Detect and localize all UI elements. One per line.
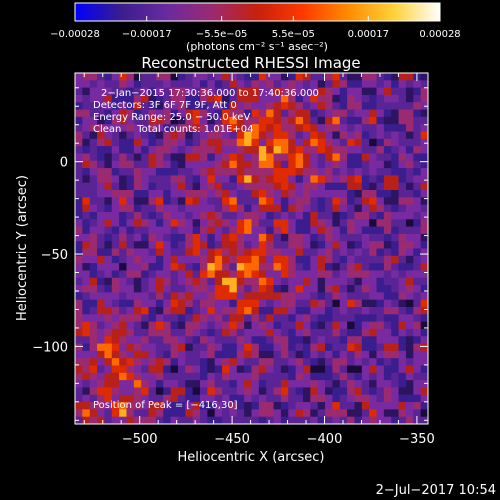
colorbar-ticks: −0.00028 −0.00017 −5.5e−05 5.5e−05 0.00017 0.… <box>50 16 461 40</box>
colorbar-tick-label: −0.00017 <box>122 29 172 40</box>
axis-ticks <box>75 73 428 424</box>
y-axis-label: Heliocentric Y (arcsec) <box>15 175 30 321</box>
axis-tick-labels: −500 −450 −400 −350 0 −50 −100 <box>32 156 434 447</box>
plot-frame <box>74 72 429 425</box>
x-tick-label: −450 <box>214 432 250 447</box>
annotation-energy: Energy Range: 25.0 − 50.0 keV <box>93 112 250 123</box>
peak-position-annotation: Position of Peak = [−416,30] <box>93 400 238 411</box>
colorbar-tick-label: −0.00028 <box>50 29 100 40</box>
annotation-clean: Clean Total counts: 1.01E+04 <box>93 124 253 135</box>
colorbar-unit-label: (photons cm⁻² s⁻¹ asec⁻²) <box>186 40 328 53</box>
chart-title: Reconstructed RHESSI Image <box>141 54 360 72</box>
x-axis-label: Heliocentric X (arcsec) <box>178 450 325 465</box>
annotation-block: 2−Jan−2015 17:30:36.000 to 17:40:36.000 … <box>93 88 319 135</box>
heatmap-image <box>75 73 428 424</box>
y-tick-label: −100 <box>32 340 68 355</box>
annotation-time: 2−Jan−2015 17:30:36.000 to 17:40:36.000 <box>101 88 319 99</box>
annotation-detectors: Detectors: 3F 6F 7F 9F, Att 0 <box>93 100 237 111</box>
footer-timestamp: 2−Jul−2017 10:54 <box>376 483 496 498</box>
colorbar: −0.00028 −0.00017 −5.5e−05 5.5e−05 0.00017 0.… <box>50 2 461 53</box>
y-tick-label: −50 <box>41 248 68 263</box>
x-tick-label: −500 <box>122 432 158 447</box>
y-tick-label: 0 <box>60 156 68 171</box>
colorbar-tick-label: −5.5e−05 <box>196 29 248 40</box>
colorbar-tick-label: 0.00017 <box>348 29 389 40</box>
colorbar-tick-label: 5.5e−05 <box>272 29 315 40</box>
colorbar-gradient <box>74 2 441 22</box>
colorbar-tick-label: 0.00028 <box>419 29 460 40</box>
x-tick-label: −350 <box>399 432 435 447</box>
x-tick-label: −400 <box>307 432 343 447</box>
